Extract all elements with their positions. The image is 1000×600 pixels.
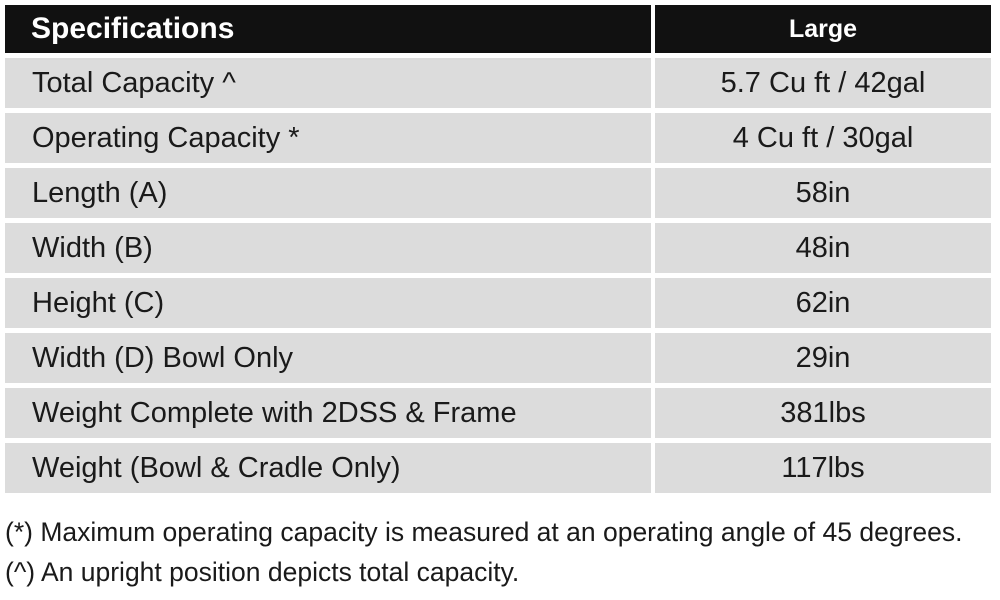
row-label-weight-bowl-cradle: Weight (Bowl & Cradle Only) (5, 443, 651, 493)
row-value-weight-complete: 381lbs (655, 388, 991, 438)
row-value-height: 62in (655, 278, 991, 328)
specifications-table: Specifications Large Total Capacity ^ 5.… (5, 5, 995, 493)
row-label-operating-capacity: Operating Capacity * (5, 113, 651, 163)
row-value-length: 58in (655, 168, 991, 218)
row-label-length: Length (A) (5, 168, 651, 218)
footnote-total-capacity: (^) An upright position depicts total ca… (5, 557, 520, 587)
row-label-bowl-width: Width (D) Bowl Only (5, 333, 651, 383)
footnotes: (*) Maximum operating capacity is measur… (5, 512, 995, 592)
footnote-operating-capacity: (*) Maximum operating capacity is measur… (5, 517, 963, 547)
row-label-total-capacity: Total Capacity ^ (5, 58, 651, 108)
row-label-width: Width (B) (5, 223, 651, 273)
row-value-weight-bowl-cradle: 117lbs (655, 443, 991, 493)
row-value-bowl-width: 29in (655, 333, 991, 383)
row-value-width: 48in (655, 223, 991, 273)
header-specifications: Specifications (5, 5, 651, 53)
row-value-operating-capacity: 4 Cu ft / 30gal (655, 113, 991, 163)
row-label-height: Height (C) (5, 278, 651, 328)
row-value-total-capacity: 5.7 Cu ft / 42gal (655, 58, 991, 108)
row-label-weight-complete: Weight Complete with 2DSS & Frame (5, 388, 651, 438)
header-size-large: Large (655, 5, 991, 53)
